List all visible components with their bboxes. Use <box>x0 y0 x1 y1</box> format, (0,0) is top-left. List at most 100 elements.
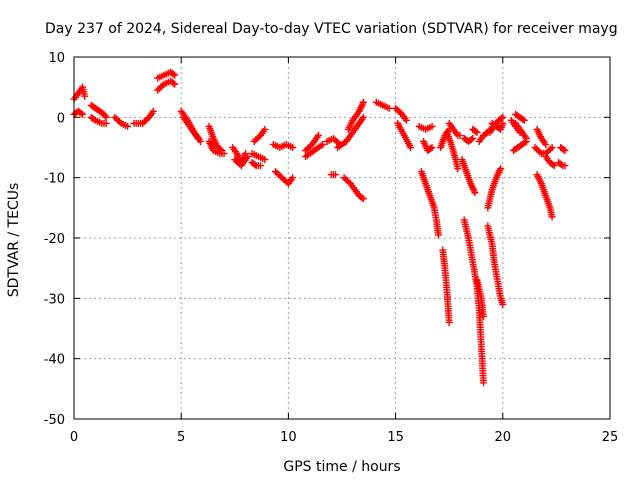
x-tick-label: 0 <box>70 430 78 445</box>
data-segment-47 <box>512 110 528 124</box>
data-segment-3 <box>87 101 110 121</box>
data-point <box>520 116 528 124</box>
data-segment-55 <box>557 144 569 155</box>
data-segment-5 <box>111 113 132 130</box>
data-point <box>402 116 410 124</box>
data-segment-7 <box>154 68 179 82</box>
data-point <box>358 194 366 202</box>
y-axis-label: SDTVAR / TECUs <box>6 183 22 298</box>
data-segment-1 <box>70 83 89 103</box>
data-point <box>169 79 177 87</box>
data-segment-28 <box>392 104 410 124</box>
data-point <box>77 109 85 117</box>
y-tick-label: -30 <box>44 292 65 307</box>
data-segment-31 <box>419 137 436 155</box>
data-point <box>319 140 327 148</box>
data-point <box>445 318 453 326</box>
data-segment-16 <box>248 150 269 164</box>
data-point <box>561 162 569 170</box>
data-point <box>548 213 556 221</box>
data-segment-45 <box>484 222 507 308</box>
chart-title: Day 237 of 2024, Sidereal Day-to-day VTE… <box>45 21 618 37</box>
data-segment-20 <box>302 131 322 155</box>
data-segment-18 <box>269 140 297 151</box>
data-segment-56 <box>555 159 569 170</box>
data-point <box>548 144 556 151</box>
data-point <box>251 161 259 169</box>
data-point <box>314 131 322 139</box>
data-point <box>289 174 297 182</box>
data-segment-27 <box>372 98 393 112</box>
data-segment-19 <box>272 168 297 188</box>
data-segment-21 <box>302 140 327 161</box>
data-point <box>473 128 481 136</box>
x-axis-ticks: 0 5 10 15 20 25 <box>70 57 618 445</box>
data-point <box>497 165 505 173</box>
data-point <box>536 148 544 156</box>
data-segment-10 <box>179 113 204 145</box>
x-axis-label: GPS time / hours <box>283 459 400 475</box>
data-point <box>171 71 179 79</box>
data-segment-14 <box>231 153 252 170</box>
y-tick-label: 0 <box>57 111 65 126</box>
data-point <box>480 312 488 320</box>
data-point <box>81 92 89 100</box>
data-point <box>469 134 477 142</box>
data-point <box>519 115 527 123</box>
data-point <box>359 98 367 106</box>
data-segment-25 <box>340 174 367 203</box>
x-tick-label: 10 <box>280 430 297 445</box>
data-segment-24 <box>334 113 367 151</box>
data-points <box>70 68 569 387</box>
data-point <box>244 153 252 161</box>
data-point <box>434 231 442 239</box>
data-segment-6 <box>130 107 157 127</box>
data-segment-37 <box>458 156 479 197</box>
data-point <box>385 104 393 112</box>
data-segment-8 <box>154 77 179 94</box>
data-segment-33 <box>439 246 453 326</box>
data-segment-46 <box>484 165 505 212</box>
data-point <box>396 109 404 117</box>
data-point <box>169 70 177 78</box>
x-tick-label: 25 <box>602 430 619 445</box>
data-point <box>542 140 550 148</box>
data-segment-22 <box>323 134 344 148</box>
data-segment-35 <box>443 128 462 173</box>
data-point <box>158 82 166 90</box>
data-point <box>143 115 151 123</box>
data-point <box>550 162 558 170</box>
data-point <box>557 161 565 169</box>
data-point <box>124 122 132 130</box>
data-point <box>428 144 436 151</box>
data-point <box>359 195 367 203</box>
data-segment-49 <box>510 137 530 155</box>
y-tick-label: -20 <box>44 232 65 247</box>
data-segment-26 <box>344 98 367 133</box>
data-point <box>560 146 568 154</box>
data-point <box>261 156 269 164</box>
data-point <box>257 162 265 170</box>
y-tick-label: -50 <box>44 413 65 428</box>
data-point <box>547 145 555 153</box>
data-point <box>480 379 488 387</box>
data-point <box>471 189 479 197</box>
y-axis-ticks: 10 0 -10 -20 -30 -40 -50 <box>44 51 610 428</box>
data-point <box>522 137 530 145</box>
data-segment-40 <box>460 216 488 387</box>
data-point <box>516 128 524 136</box>
data-point <box>561 147 569 155</box>
data-segment-44 <box>488 119 507 133</box>
data-point <box>359 113 367 121</box>
data-segment-52 <box>531 144 556 158</box>
data-segment-50 <box>507 116 524 136</box>
data-point <box>101 112 109 120</box>
data-point <box>102 119 110 127</box>
data-segment-23 <box>327 171 340 179</box>
data-segment-54 <box>542 153 558 170</box>
data-segment-2 <box>70 107 87 118</box>
data-point <box>171 80 179 88</box>
data-point <box>472 127 480 135</box>
data-segment-12 <box>205 137 228 158</box>
